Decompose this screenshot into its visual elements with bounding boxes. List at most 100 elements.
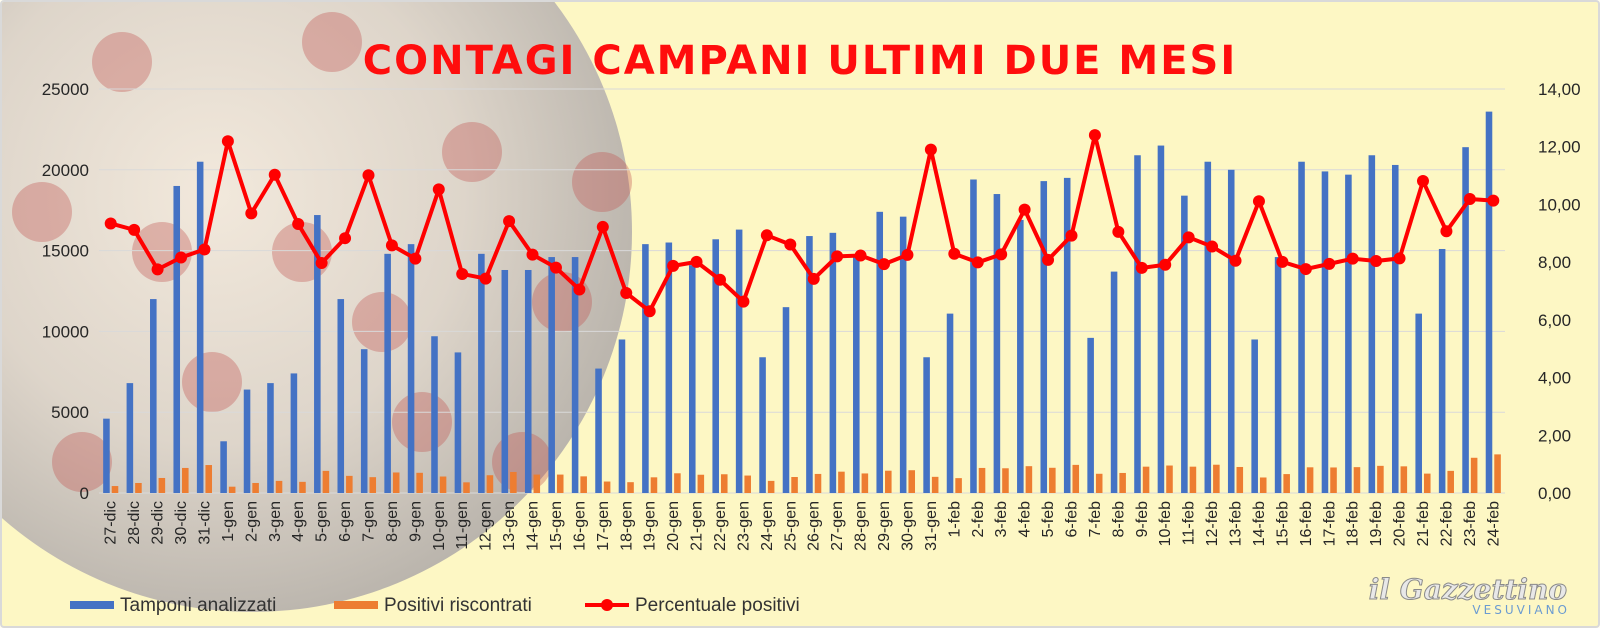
x-tick: 8-feb <box>1110 501 1127 538</box>
bar-positivi-20-gen <box>674 473 681 493</box>
bar-positivi-17-gen <box>603 481 611 493</box>
bar-positivi-31-gen <box>931 476 939 493</box>
x-tick: 1-gen <box>220 501 237 542</box>
x-tick: 28-dic <box>126 501 143 545</box>
point-percentuale-29-dic <box>151 263 164 276</box>
bar-tamponi-15-gen <box>548 257 555 493</box>
point-percentuale-30-dic <box>175 251 188 264</box>
virus-spike-8 <box>492 432 552 492</box>
bar-tamponi-19-gen <box>642 244 649 493</box>
bar-tamponi-18-gen <box>618 339 626 493</box>
x-tick: 19-gen <box>642 501 659 551</box>
point-percentuale-5-gen <box>315 257 328 270</box>
x-tick: 7-gen <box>360 501 377 542</box>
x-tick: 30-gen <box>899 501 916 551</box>
bar-positivi-2-gen <box>252 482 259 493</box>
point-percentuale-16-gen <box>573 283 586 296</box>
x-tick: 3-gen <box>267 501 284 542</box>
point-percentuale-2-feb <box>971 256 984 269</box>
point-percentuale-19-gen <box>643 305 656 318</box>
x-tick: 14-feb <box>1251 501 1268 546</box>
point-percentuale-13-gen <box>503 215 516 228</box>
point-percentuale-8-gen <box>385 239 398 252</box>
bar-tamponi-15-feb <box>1274 257 1282 493</box>
bar-tamponi-20-gen <box>665 242 673 493</box>
x-tick: 27-dic <box>103 501 120 545</box>
bar-tamponi-8-gen <box>384 253 391 493</box>
point-percentuale-19-feb <box>1370 254 1383 267</box>
virus-spike-2 <box>12 182 72 242</box>
bar-positivi-21-feb <box>1423 473 1431 493</box>
x-tick: 5-feb <box>1040 501 1057 538</box>
bar-tamponi-27-dic <box>103 418 110 493</box>
point-percentuale-15-feb <box>1276 255 1289 268</box>
x-tick: 11-feb <box>1181 501 1198 545</box>
point-percentuale-3-gen <box>268 168 281 181</box>
x-tick: 18-feb <box>1345 501 1362 546</box>
point-percentuale-14-gen <box>526 248 539 261</box>
bar-positivi-4-gen <box>299 481 306 493</box>
bar-tamponi-11-gen <box>454 352 462 493</box>
bar-positivi-18-feb <box>1353 467 1361 493</box>
x-tick: 23-gen <box>735 501 752 551</box>
bar-positivi-13-gen <box>510 471 517 493</box>
bar-tamponi-1-gen <box>220 441 227 493</box>
bar-tamponi-23-gen <box>735 229 743 494</box>
virus-spike-3 <box>442 122 502 182</box>
bar-positivi-7-feb <box>1095 473 1103 493</box>
bar-positivi-7-gen <box>369 477 377 493</box>
x-tick: 18-gen <box>618 501 635 551</box>
bar-tamponi-4-gen <box>290 373 298 493</box>
x-tick: 13-feb <box>1228 501 1245 546</box>
x-tick: 6-feb <box>1063 501 1080 538</box>
x-tick: 1-feb <box>946 501 963 538</box>
bar-tamponi-17-feb <box>1321 171 1329 493</box>
point-percentuale-14-feb <box>1252 195 1265 208</box>
bar-positivi-30-gen <box>908 470 916 493</box>
point-percentuale-7-gen <box>362 169 375 182</box>
y-left-tick: 15000 <box>42 242 89 261</box>
x-tick: 15-gen <box>548 501 565 551</box>
x-tick: 2-feb <box>970 501 987 538</box>
bar-positivi-12-gen <box>486 475 494 493</box>
bar-tamponi-21-gen <box>688 265 696 493</box>
point-percentuale-17-gen <box>596 220 609 233</box>
bar-tamponi-1-feb <box>946 313 954 493</box>
bar-positivi-14-gen <box>533 474 541 493</box>
virus-spike-6 <box>392 392 452 452</box>
point-percentuale-7-feb <box>1088 129 1101 142</box>
point-percentuale-26-gen <box>807 272 820 285</box>
x-tick: 14-gen <box>525 501 542 551</box>
bar-positivi-11-gen <box>463 482 470 493</box>
x-tick: 24-feb <box>1485 501 1502 546</box>
point-percentuale-10-gen <box>432 183 445 196</box>
bar-tamponi-3-gen <box>267 383 274 493</box>
point-percentuale-1-feb <box>948 247 961 260</box>
bar-positivi-9-feb <box>1142 466 1150 493</box>
bar-positivi-24-gen <box>767 480 775 493</box>
point-percentuale-28-gen <box>854 249 867 262</box>
x-tick: 2-gen <box>243 501 260 542</box>
bar-positivi-2-feb <box>978 467 986 493</box>
x-tick: 4-gen <box>290 501 307 542</box>
bar-tamponi-11-feb <box>1181 195 1188 493</box>
legend-label-1: Positivi riscontrati <box>384 595 532 616</box>
legend-swatch-0 <box>70 601 114 609</box>
bar-positivi-6-feb <box>1072 464 1080 493</box>
y-left-tick: 5000 <box>51 403 89 422</box>
point-percentuale-29-gen <box>878 258 891 271</box>
point-percentuale-12-feb <box>1206 240 1219 253</box>
x-tick: 26-gen <box>806 501 823 551</box>
bar-tamponi-7-feb <box>1087 337 1094 493</box>
point-percentuale-25-gen <box>784 238 797 251</box>
x-tick: 9-gen <box>407 501 424 542</box>
point-percentuale-23-gen <box>737 295 750 308</box>
point-percentuale-22-gen <box>713 273 726 286</box>
y-right-tick: 4,00 <box>1538 369 1571 388</box>
bar-positivi-28-gen <box>861 473 869 493</box>
bar-tamponi-28-gen <box>853 255 860 493</box>
x-tick: 9-feb <box>1134 501 1151 538</box>
y-right-tick: 12,00 <box>1538 138 1581 157</box>
